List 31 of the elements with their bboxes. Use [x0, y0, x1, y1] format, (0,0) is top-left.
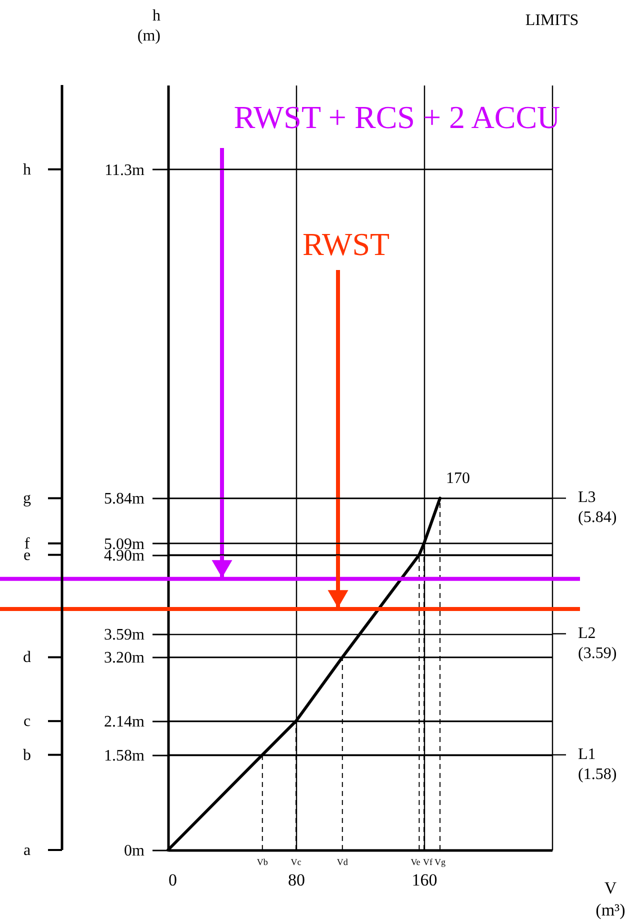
y-tick-label: 0m	[124, 842, 146, 860]
x-tick-label: 160	[412, 870, 438, 890]
ref-line-label: h	[23, 161, 31, 178]
y-tick-label: 1.58m	[104, 747, 146, 764]
ref-line-label: Vc	[290, 857, 302, 867]
ref-line-label: g	[23, 490, 31, 508]
ref-line-label: d	[23, 649, 31, 666]
y-axis-title: h (m)	[137, 8, 160, 44]
ref-line-label: Vd	[336, 857, 348, 867]
ref-line-label: L2 (3.59)	[578, 624, 617, 662]
y-tick-label: 5.84m	[104, 490, 146, 508]
y-tick-label: 3.20m	[104, 650, 146, 667]
y-tick-label: 3.59m	[104, 626, 146, 644]
ref-line-label: a	[23, 842, 31, 859]
ref-line-label: f	[24, 535, 30, 552]
ref-line-label: L1 (1.58)	[578, 746, 617, 783]
ref-line-label: b	[23, 746, 31, 764]
annotation: 170	[446, 470, 470, 488]
ref-line-label: Vf	[423, 857, 432, 867]
x-axis-title: V (m³)	[596, 878, 626, 920]
ref-line-label: Vb	[256, 857, 268, 867]
y-tick-label: 11.3m	[104, 162, 146, 179]
x-tick-label: 80	[288, 870, 305, 890]
y-tick-label: 2.14m	[104, 714, 146, 731]
x-tick-label: 0	[168, 870, 177, 890]
ref-line-label: L3 (5.84)	[578, 489, 617, 526]
ref-line-label: Ve	[410, 857, 420, 867]
ref-line-label: Vg	[434, 857, 446, 867]
ref-line-label: RWST	[302, 226, 390, 262]
ref-line-label: c	[23, 713, 31, 730]
text: LIMITS	[525, 12, 579, 29]
